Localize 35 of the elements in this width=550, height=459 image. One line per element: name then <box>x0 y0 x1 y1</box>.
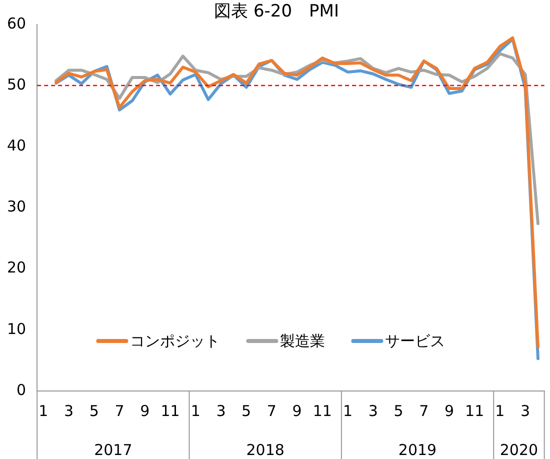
x-tick-label: 5 <box>89 402 99 420</box>
x-tick-label: 3 <box>520 402 530 420</box>
y-tick-label: 30 <box>6 198 26 216</box>
legend-label: 製造業 <box>280 332 326 350</box>
y-tick-label: 60 <box>6 14 26 32</box>
legend-label: サービス <box>385 332 446 350</box>
text: 2019 <box>398 440 437 459</box>
x-tick-label: 7 <box>114 402 124 420</box>
x-tick-label: 3 <box>216 402 226 420</box>
x-tick-label: 1 <box>190 402 200 420</box>
x-tick-label: 1 <box>38 402 48 420</box>
x-tick-label: 3 <box>64 402 74 420</box>
x-tick-label: 11 <box>465 402 484 420</box>
x-tick-label: 1 <box>343 402 353 420</box>
y-tick-label: 10 <box>6 320 26 338</box>
text: 2018 <box>246 440 284 459</box>
text: 2017 <box>94 440 132 459</box>
text: 2020 <box>500 440 538 459</box>
x-tick-label: 9 <box>444 402 454 420</box>
x-tick-label: 9 <box>140 402 150 420</box>
x-tick-label: 5 <box>394 402 404 420</box>
legend-label: コンポジット <box>130 332 220 350</box>
x-tick-label: 1 <box>495 402 505 420</box>
y-tick-label: 40 <box>6 136 26 154</box>
y-tick-label: 0 <box>16 380 26 399</box>
x-tick-label: 3 <box>368 402 378 420</box>
y-tick-label: 20 <box>6 258 26 277</box>
chart-title: 図表 6-20 PMI <box>214 2 339 22</box>
y-tick-label: 50 <box>6 75 26 94</box>
x-tick-label: 11 <box>160 402 180 420</box>
x-tick-label: 9 <box>292 402 302 420</box>
x-tick-label: 7 <box>419 402 429 420</box>
x-tick-label: 5 <box>242 402 252 420</box>
x-tick-label: 7 <box>266 402 276 420</box>
x-tick-label: 11 <box>312 402 332 420</box>
